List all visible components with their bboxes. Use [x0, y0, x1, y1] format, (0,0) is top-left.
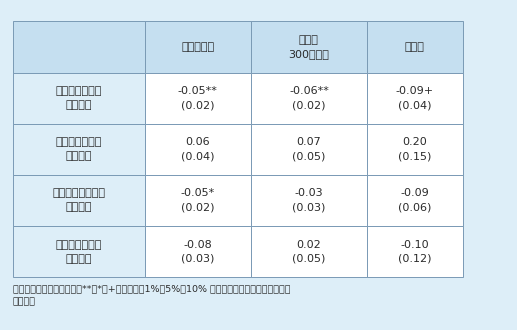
Text: 0.07
(0.05): 0.07 (0.05) — [292, 137, 326, 161]
Bar — [145, 226, 251, 277]
Bar — [13, 21, 145, 73]
Text: -0.05*
(0.02): -0.05* (0.02) — [180, 188, 215, 213]
Bar — [251, 124, 367, 175]
Text: 育児休業関連制度
（女性）: 育児休業関連制度 （女性） — [52, 188, 105, 213]
Text: 短時間勤務制度
（女性）: 短時間勤務制度 （女性） — [56, 240, 102, 264]
Bar — [251, 175, 367, 226]
Bar — [13, 73, 145, 124]
Bar — [367, 21, 463, 73]
Bar — [145, 73, 251, 124]
Bar — [145, 124, 251, 175]
Text: -0.05**
(0.02): -0.05** (0.02) — [178, 86, 218, 110]
Text: 全サンプル: 全サンプル — [181, 42, 215, 52]
Text: -0.09
(0.06): -0.09 (0.06) — [398, 188, 432, 213]
Text: 注：カッコ内は標準誤差。**、*、+はそれぞれ1%、5%、10% 水準で統計的に有意であること
を示す。: 注：カッコ内は標準誤差。**、*、+はそれぞれ1%、5%、10% 水準で統計的に… — [13, 284, 291, 306]
Bar — [367, 124, 463, 175]
Bar — [145, 21, 251, 73]
Text: -0.06**
(0.02): -0.06** (0.02) — [289, 86, 329, 110]
Bar — [145, 175, 251, 226]
Bar — [251, 73, 367, 124]
Bar — [367, 175, 463, 226]
Bar — [13, 175, 145, 226]
Text: -0.09+
(0.04): -0.09+ (0.04) — [396, 86, 434, 110]
Bar — [251, 226, 367, 277]
Text: -0.10
(0.12): -0.10 (0.12) — [398, 240, 432, 264]
Text: -0.08
(0.03): -0.08 (0.03) — [181, 240, 215, 264]
Bar — [13, 124, 145, 175]
Bar — [367, 226, 463, 277]
Text: -0.03
(0.03): -0.03 (0.03) — [292, 188, 326, 213]
Text: 0.06
(0.04): 0.06 (0.04) — [181, 137, 215, 161]
Text: フレックス制度
（男性）: フレックス制度 （男性） — [56, 86, 102, 110]
Text: 従業員
300人未満: 従業員 300人未満 — [288, 35, 329, 59]
Text: フレックス制度
（女性）: フレックス制度 （女性） — [56, 137, 102, 161]
Text: 転職者: 転職者 — [405, 42, 425, 52]
Bar — [367, 73, 463, 124]
Bar — [13, 226, 145, 277]
Bar — [251, 21, 367, 73]
Text: 0.20
(0.15): 0.20 (0.15) — [398, 137, 432, 161]
Text: 0.02
(0.05): 0.02 (0.05) — [292, 240, 326, 264]
